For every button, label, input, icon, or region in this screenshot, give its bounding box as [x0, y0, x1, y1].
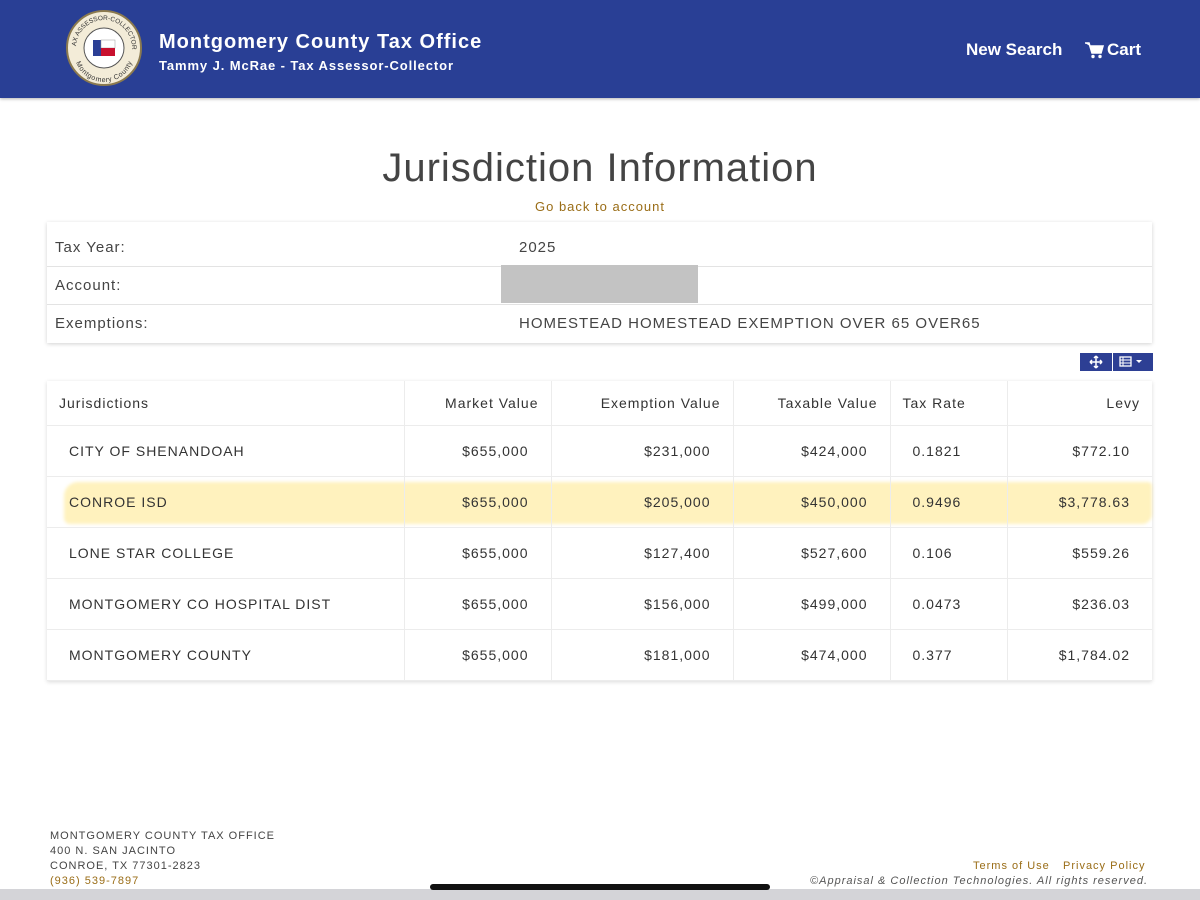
- footer-phone[interactable]: (936) 539-7897: [50, 875, 140, 887]
- back-link[interactable]: Go back to account: [534, 199, 665, 214]
- jurisdiction-row: MONTGOMERY COUNTY $655,000 $181,000 $474,00…: [47, 629, 1152, 681]
- column-header: Levy: [1007, 381, 1152, 426]
- jurisdiction-row: MONTGOMERY CO HOSPITAL DIST $655,000 $156,…: [47, 578, 1152, 630]
- cell: $772.10: [1007, 425, 1152, 477]
- page-title: Jurisdiction Information: [382, 146, 818, 190]
- cell: $3,778.63: [1007, 476, 1152, 528]
- cell: $655,000: [404, 476, 552, 528]
- footer-address: CONROE, TX 77301-2823: [50, 860, 202, 872]
- column-header: Exemption Value: [551, 381, 734, 426]
- site-title: Montgomery County Tax Office: [159, 31, 483, 53]
- new-search-link[interactable]: New Search: [966, 40, 1063, 59]
- terms-link[interactable]: Terms of Use: [973, 860, 1050, 872]
- cell: $156,000: [551, 578, 734, 630]
- column-header: Market Value: [404, 381, 552, 426]
- cell: LONE STAR COLLEGE: [47, 527, 405, 579]
- cell: 0.377: [890, 629, 1008, 681]
- column-header: Tax Rate: [890, 381, 1008, 426]
- column-header: Jurisdictions: [47, 381, 405, 426]
- move-button[interactable]: [1080, 353, 1112, 371]
- cell: $559.26: [1007, 527, 1152, 579]
- cell: 0.9496: [890, 476, 1008, 528]
- cell: 0.1821: [890, 425, 1008, 477]
- info-row: Account:: [47, 266, 1152, 305]
- cell: $655,000: [404, 425, 552, 477]
- info-label: Exemptions:: [55, 315, 149, 332]
- cell: $655,000: [404, 578, 552, 630]
- cell: $450,000: [733, 476, 891, 528]
- info-row: Tax Year: 2025: [47, 228, 1152, 267]
- footer-address: MONTGOMERY COUNTY TAX OFFICE: [50, 830, 276, 842]
- cell: CONROE ISD: [47, 476, 405, 528]
- cell: MONTGOMERY COUNTY: [47, 629, 405, 681]
- redacted-account: [501, 265, 698, 303]
- cell: $655,000: [404, 527, 552, 579]
- cell: $181,000: [551, 629, 734, 681]
- header-row: Jurisdictions Market Value Exemption Value…: [47, 381, 1152, 426]
- cell: $474,000: [733, 629, 891, 681]
- cell: $527,600: [733, 527, 891, 579]
- site-subtitle: Tammy J. McRae - Tax Assessor-Collector: [159, 58, 454, 73]
- cell: $655,000: [404, 629, 552, 681]
- info-label: Tax Year:: [55, 239, 126, 256]
- footer-address: 400 N. SAN JACINTO: [50, 845, 176, 857]
- seal-logo[interactable]: TAX ASSESSOR-COLLECTOR Montgomery County: [66, 10, 142, 86]
- cell: 0.106: [890, 527, 1008, 579]
- cell: $499,000: [733, 578, 891, 630]
- cell: $127,400: [551, 527, 734, 579]
- info-value: HOMESTEAD HOMESTEAD EXEMPTION OVER 65 OV…: [519, 315, 981, 332]
- info-label: Account:: [55, 277, 122, 294]
- jurisdiction-row: CONROE ISD $655,000 $205,000 $450,000 0.9496…: [47, 476, 1152, 528]
- cell: 0.0473: [890, 578, 1008, 630]
- home-indicator: [430, 884, 770, 890]
- header-bar: TAX ASSESSOR-COLLECTOR Montgomery County…: [0, 0, 1200, 98]
- cell: $231,000: [551, 425, 734, 477]
- cell: CITY OF SHENANDOAH: [47, 425, 405, 477]
- jurisdiction-row: LONE STAR COLLEGE $655,000 $127,400 $527,60…: [47, 527, 1152, 579]
- bottom-strip: [0, 889, 1200, 900]
- column-header: Taxable Value: [733, 381, 891, 426]
- copyright: ©Appraisal & Collection Technologies. Al…: [810, 875, 1148, 887]
- cell: $236.03: [1007, 578, 1152, 630]
- cell: $424,000: [733, 425, 891, 477]
- jurisdiction-table: Jurisdictions Market Value Exemption Value…: [47, 381, 1152, 681]
- info-row: Exemptions: HOMESTEAD HOMESTEAD EXEMPTION…: [47, 304, 1152, 342]
- cell: $1,784.02: [1007, 629, 1152, 681]
- cell: MONTGOMERY CO HOSPITAL DIST: [47, 578, 405, 630]
- cell: $205,000: [551, 476, 734, 528]
- columns-button[interactable]: [1113, 353, 1153, 371]
- cart-link[interactable]: Cart: [1107, 40, 1142, 59]
- cart-icon[interactable]: [1085, 42, 1104, 59]
- info-value: 2025: [519, 239, 557, 256]
- privacy-link[interactable]: Privacy Policy: [1063, 860, 1146, 872]
- jurisdiction-row: CITY OF SHENANDOAH $655,000 $231,000 $424,0…: [47, 425, 1152, 477]
